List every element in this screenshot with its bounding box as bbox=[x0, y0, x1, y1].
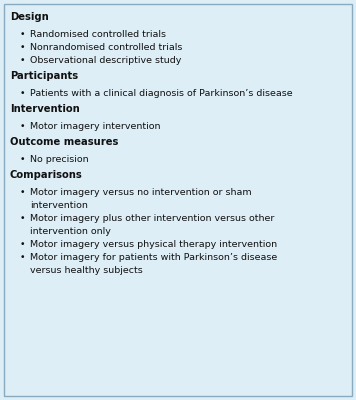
Text: •: • bbox=[20, 122, 26, 131]
Text: •: • bbox=[20, 89, 26, 98]
Text: •: • bbox=[20, 56, 26, 65]
Text: Randomised controlled trials: Randomised controlled trials bbox=[30, 30, 166, 39]
Text: Intervention: Intervention bbox=[10, 104, 80, 114]
Text: Motor imagery for patients with Parkinson’s disease: Motor imagery for patients with Parkinso… bbox=[30, 253, 277, 262]
Text: versus healthy subjects: versus healthy subjects bbox=[30, 266, 143, 275]
Text: •: • bbox=[20, 240, 26, 249]
Text: Patients with a clinical diagnosis of Parkinson’s disease: Patients with a clinical diagnosis of Pa… bbox=[30, 89, 293, 98]
Text: •: • bbox=[20, 188, 26, 197]
Text: Motor imagery intervention: Motor imagery intervention bbox=[30, 122, 161, 131]
Text: Motor imagery plus other intervention versus other: Motor imagery plus other intervention ve… bbox=[30, 214, 274, 223]
Text: •: • bbox=[20, 30, 26, 39]
Text: No precision: No precision bbox=[30, 155, 89, 164]
FancyBboxPatch shape bbox=[4, 4, 352, 396]
Text: Motor imagery versus no intervention or sham: Motor imagery versus no intervention or … bbox=[30, 188, 252, 197]
Text: intervention only: intervention only bbox=[30, 227, 111, 236]
Text: intervention: intervention bbox=[30, 201, 88, 210]
Text: Outcome measures: Outcome measures bbox=[10, 137, 119, 147]
Text: Motor imagery versus physical therapy intervention: Motor imagery versus physical therapy in… bbox=[30, 240, 277, 249]
Text: Participants: Participants bbox=[10, 71, 78, 81]
Text: •: • bbox=[20, 214, 26, 223]
Text: Design: Design bbox=[10, 12, 49, 22]
Text: Comparisons: Comparisons bbox=[10, 170, 83, 180]
Text: Nonrandomised controlled trials: Nonrandomised controlled trials bbox=[30, 43, 182, 52]
Text: •: • bbox=[20, 155, 26, 164]
Text: •: • bbox=[20, 253, 26, 262]
Text: Observational descriptive study: Observational descriptive study bbox=[30, 56, 181, 65]
Text: •: • bbox=[20, 43, 26, 52]
